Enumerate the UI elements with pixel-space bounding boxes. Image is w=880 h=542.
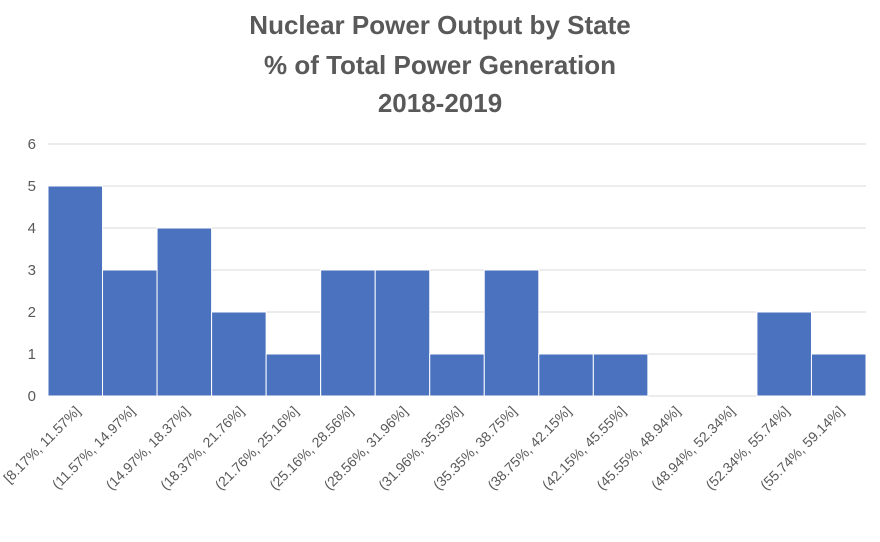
y-tick-label: 1 <box>28 346 36 363</box>
x-axis-ticks: [8.17%, 11.57%](11.57%, 14.97%](14.97%, … <box>0 403 847 493</box>
y-tick-label: 5 <box>28 178 36 195</box>
bar-9 <box>538 353 594 397</box>
bar-4 <box>265 353 322 397</box>
bar-14 <box>810 353 867 397</box>
y-tick-label: 0 <box>28 388 36 405</box>
bar-6 <box>374 269 431 397</box>
bars <box>47 185 867 397</box>
bar-8 <box>483 269 540 397</box>
chart-title-line-2: % of Total Power Generation <box>263 50 616 80</box>
chart-title-line-1: Nuclear Power Output by State <box>249 10 631 40</box>
bar-2 <box>156 227 213 397</box>
bar-5 <box>320 269 376 397</box>
bar-13 <box>756 311 812 397</box>
bar-7 <box>429 353 485 397</box>
y-tick-label: 2 <box>28 304 36 321</box>
chart-title-line-3: 2018-2019 <box>377 88 503 118</box>
y-tick-label: 3 <box>28 262 36 279</box>
bar-3 <box>211 311 267 397</box>
y-tick-label: 4 <box>28 220 36 237</box>
y-tick-label: 6 <box>28 136 36 153</box>
bar-1 <box>102 269 158 397</box>
y-axis-ticks: 0 1 2 3 4 5 6 <box>28 136 36 405</box>
bar-0 <box>47 185 104 397</box>
bar-10 <box>592 353 649 397</box>
